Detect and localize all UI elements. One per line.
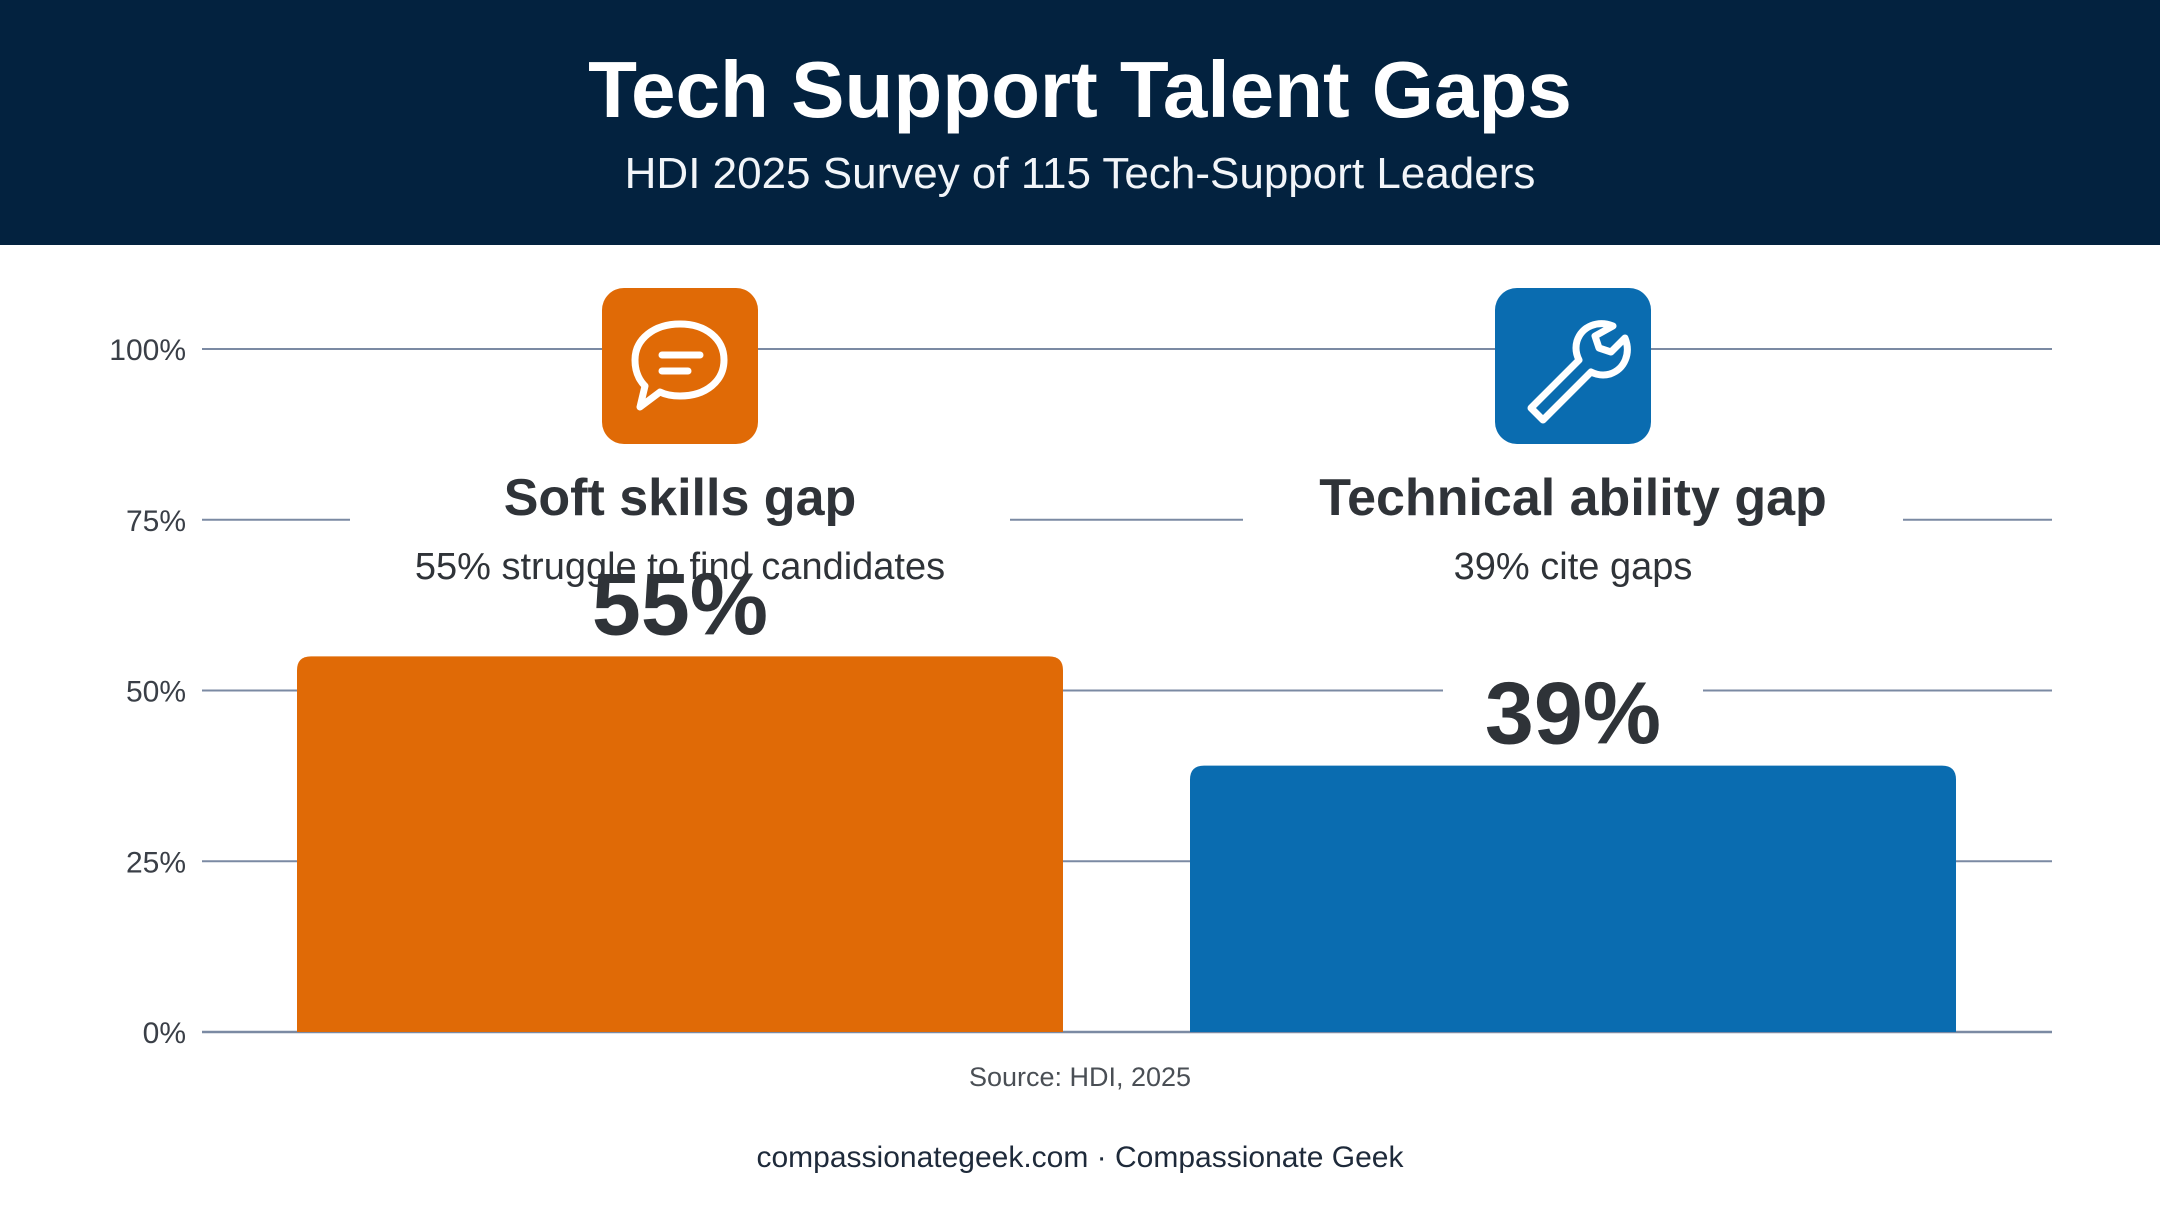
y-tick-label: 100%	[109, 334, 186, 367]
data-label: 39%	[1485, 664, 1661, 763]
bar-technical	[1190, 765, 1956, 1032]
footer-attribution: compassionategeek.com · Compassionate Ge…	[756, 1141, 1404, 1174]
y-tick-label: 0%	[143, 1017, 186, 1045]
label-backdrop	[350, 445, 1010, 585]
category-description: 39% cite gaps	[1454, 546, 1693, 588]
category-label: Soft skills gap	[504, 469, 857, 527]
chart-title: Tech Support Talent Gaps	[588, 45, 1572, 134]
category-label: Technical ability gap	[1319, 469, 1827, 527]
soft-skills-icon-tile	[602, 288, 758, 444]
y-tick-label: 75%	[126, 505, 186, 538]
source-note: Source: HDI, 2025	[968, 1062, 1192, 1092]
chat-bubble-icon	[631, 320, 728, 411]
label-backdrop	[1243, 445, 1903, 585]
chart-subtitle: HDI 2025 Survey of 115 Tech-Support Lead…	[624, 149, 1536, 198]
data-label-backdrop	[1443, 663, 1703, 762]
bar-soft-skills	[297, 656, 1063, 1032]
y-tick-label: 50%	[126, 676, 186, 709]
chart-header: Tech Support Talent Gaps HDI 2025 Survey…	[0, 0, 2160, 245]
wrench-icon	[1527, 320, 1631, 424]
data-label: 55%	[592, 554, 768, 653]
y-tick-label: 25%	[126, 846, 186, 879]
bar-chart: 0% 25% 50% 75% 100% 55% Soft skills gap 55% str…	[109, 288, 2052, 1045]
category-description: 55% struggle to find candidates	[415, 546, 945, 588]
